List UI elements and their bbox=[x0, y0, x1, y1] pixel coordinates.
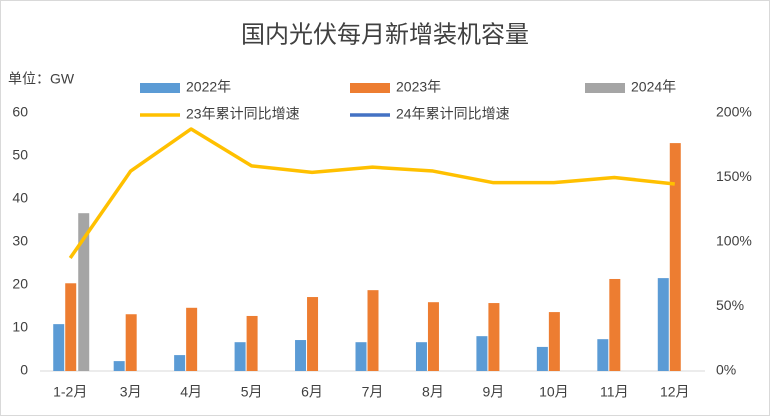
bar bbox=[53, 324, 65, 371]
y-tick-label: 30 bbox=[12, 233, 28, 249]
x-tick-label: 12月 bbox=[660, 384, 690, 400]
y2-tick-label: 100% bbox=[716, 233, 752, 249]
bar bbox=[609, 278, 621, 371]
line bbox=[68, 127, 675, 259]
y-tick-label: 10 bbox=[12, 319, 28, 335]
y-tick-label: 20 bbox=[12, 276, 28, 292]
bar bbox=[669, 143, 681, 371]
y-tick-label: 0 bbox=[20, 362, 28, 378]
bar bbox=[597, 339, 609, 371]
bar bbox=[113, 361, 125, 371]
bar bbox=[427, 302, 439, 371]
y-tick-label: 60 bbox=[12, 104, 28, 120]
y2-tick-label: 0% bbox=[716, 362, 736, 378]
legend-label: 2024年 bbox=[631, 79, 676, 95]
x-tick-label: 6月 bbox=[301, 384, 323, 400]
bar bbox=[536, 346, 548, 371]
bar bbox=[488, 303, 500, 371]
bar bbox=[234, 342, 246, 371]
y-tick-label: 50 bbox=[12, 147, 28, 163]
legend-swatch bbox=[350, 83, 390, 93]
bar bbox=[78, 213, 90, 371]
legend-label: 2023年 bbox=[396, 79, 441, 95]
bar bbox=[476, 336, 488, 371]
bar bbox=[548, 312, 560, 371]
bar bbox=[415, 342, 427, 371]
bar bbox=[125, 314, 137, 371]
x-tick-label: 7月 bbox=[362, 384, 384, 400]
bar bbox=[186, 307, 198, 371]
bar bbox=[246, 315, 258, 371]
x-tick-label: 11月 bbox=[600, 384, 629, 400]
x-tick-label: 5月 bbox=[241, 384, 263, 400]
chart-title: 国内光伏每月新增装机容量 bbox=[241, 21, 529, 48]
legend-swatch bbox=[140, 83, 180, 93]
bar bbox=[174, 355, 186, 371]
y2-tick-label: 150% bbox=[716, 168, 752, 184]
bar bbox=[295, 340, 307, 371]
bar bbox=[657, 278, 669, 371]
y2-tick-label: 200% bbox=[716, 104, 752, 120]
x-tick-label: 1-2月 bbox=[53, 384, 87, 400]
y-tick-label: 40 bbox=[12, 190, 28, 206]
bar bbox=[65, 283, 77, 371]
x-tick-label: 10月 bbox=[539, 384, 569, 400]
x-tick-label: 4月 bbox=[180, 384, 202, 400]
bar bbox=[307, 297, 319, 371]
legend-label: 23年累计同比增速 bbox=[186, 106, 300, 122]
y2-tick-label: 50% bbox=[716, 297, 744, 313]
legend-swatch bbox=[585, 83, 625, 93]
legend-label: 24年累计同比增速 bbox=[396, 106, 510, 122]
x-tick-label: 8月 bbox=[422, 384, 444, 400]
bar bbox=[367, 290, 379, 371]
x-tick-label: 9月 bbox=[483, 384, 505, 400]
y-axis-label: 单位：GW bbox=[8, 71, 75, 87]
bar bbox=[355, 342, 367, 371]
legend-label: 2022年 bbox=[186, 79, 231, 95]
x-tick-label: 3月 bbox=[120, 384, 142, 400]
